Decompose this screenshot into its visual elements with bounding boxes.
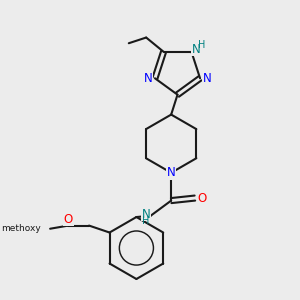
Text: N: N [167, 166, 176, 179]
Text: O: O [64, 213, 73, 226]
Text: N: N [202, 72, 211, 86]
Text: N: N [144, 72, 152, 86]
Text: O: O [197, 192, 206, 205]
Text: methoxy: methoxy [1, 224, 40, 233]
Text: H: H [198, 40, 206, 50]
Text: H: H [142, 217, 150, 226]
Text: N: N [142, 208, 150, 221]
Text: N: N [192, 43, 201, 56]
